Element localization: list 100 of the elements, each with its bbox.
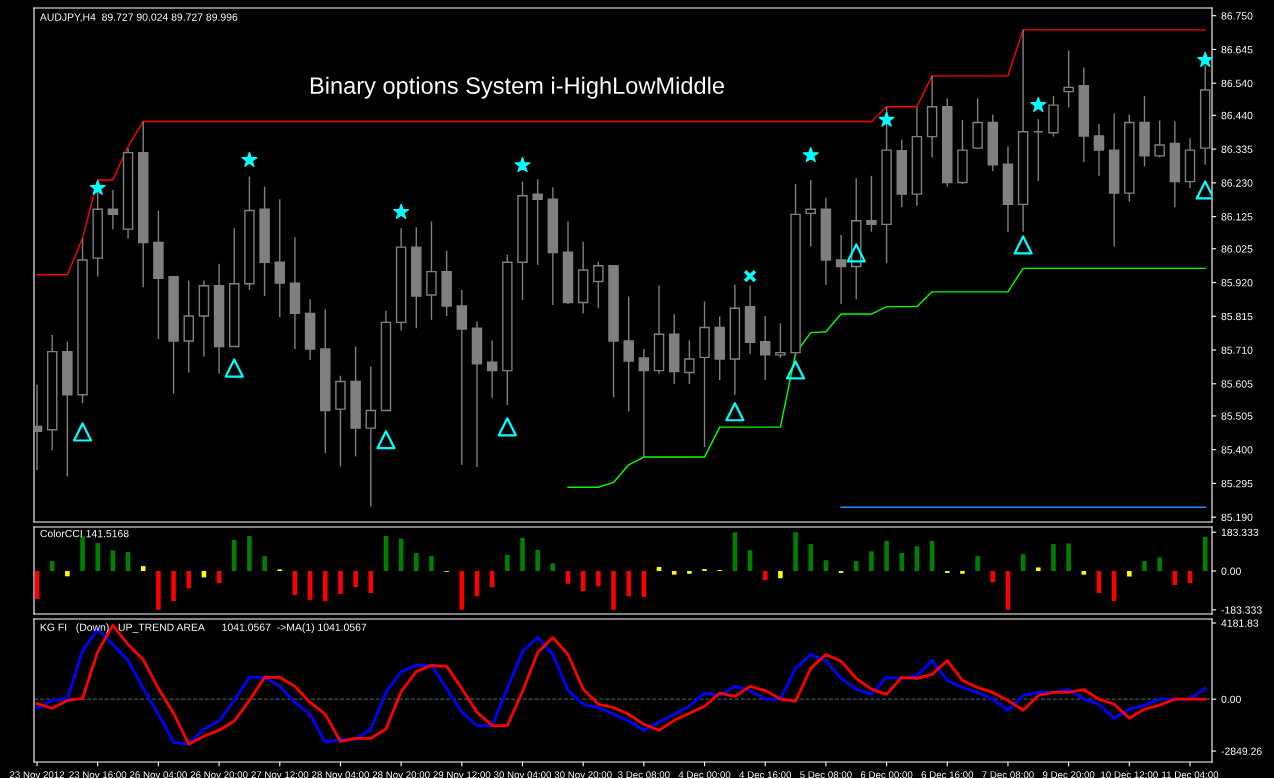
bar <box>1142 561 1147 572</box>
y-tick-label: 0.00 <box>1221 567 1241 575</box>
x-tick-label: 11 Dec 04:00 <box>1162 771 1219 778</box>
bar <box>960 571 965 574</box>
line-series <box>36 29 1206 276</box>
candlestick <box>1093 123 1105 177</box>
point <box>1197 51 1212 67</box>
bar <box>429 556 434 572</box>
bar <box>171 571 176 602</box>
y-tick-label: 85.920 <box>1221 279 1253 287</box>
point <box>514 156 531 173</box>
bar <box>1127 571 1132 577</box>
bar <box>535 549 540 572</box>
y-tick-label: 85.710 <box>1221 346 1253 354</box>
x-tick-label: 4 Dec 00:00 <box>678 771 731 778</box>
bar <box>414 553 419 572</box>
bar <box>1066 543 1071 572</box>
bar <box>808 544 814 572</box>
bar <box>1051 544 1056 572</box>
candlestick <box>835 234 847 305</box>
chart-subtitle: AUDJPY,H4 89.727 90.024 89.727 89.996 <box>39 13 238 23</box>
y-tick-label: 86.230 <box>1221 179 1253 187</box>
point <box>1013 235 1033 255</box>
x-tick-label: 27 Nov 12:00 <box>251 771 309 778</box>
point <box>878 111 895 127</box>
y-tick-label: 85.295 <box>1221 479 1253 488</box>
bar <box>186 571 192 589</box>
bar <box>869 551 874 572</box>
y-tick-label: 85.605 <box>1221 380 1253 388</box>
bar <box>338 571 343 594</box>
bar <box>1157 557 1162 572</box>
y-tick-label: 86.025 <box>1221 245 1253 253</box>
y-tick-label: 86.750 <box>1221 12 1253 20</box>
bar <box>231 540 237 572</box>
y-tick-label: 86.335 <box>1221 145 1253 153</box>
candlestick <box>805 179 816 248</box>
y-tick-label: 86.125 <box>1221 213 1253 221</box>
x-tick-label: 29 Nov 12:00 <box>433 771 491 778</box>
candlestick <box>486 339 498 399</box>
x-tick-label: 9 Dec 20:00 <box>1042 771 1095 778</box>
bar <box>323 571 328 602</box>
x-tick-label: 30 Nov 04:00 <box>493 771 552 778</box>
x-tick-label: 26 Nov 04:00 <box>129 771 187 778</box>
bar <box>596 571 601 587</box>
y-tick-label: 4181.83 <box>1221 619 1259 627</box>
y-tick-label: 0.00 <box>1221 695 1241 704</box>
candlestick <box>638 348 650 458</box>
point <box>72 422 93 442</box>
line-series <box>567 267 1206 488</box>
x-tick-label: 30 Nov 20:00 <box>554 771 612 778</box>
y-tick-label: 86.440 <box>1221 111 1253 120</box>
bar <box>671 571 677 575</box>
point <box>241 151 258 167</box>
y-tick-label: 85.400 <box>1221 446 1253 454</box>
candlestick <box>1154 119 1165 159</box>
bar <box>565 571 571 584</box>
bar <box>262 556 267 572</box>
y-tick-label: 85.190 <box>1221 513 1253 522</box>
bar <box>156 571 161 610</box>
candlestick <box>107 189 119 230</box>
candlestick <box>1033 118 1044 182</box>
x-tick-label: 5 Dec 08:00 <box>800 771 852 778</box>
chart-title: KG FI (Down) UP_TREND AREA 1041.0567 ->MA(1) 1041.0567 <box>40 623 367 633</box>
bar <box>1081 571 1087 575</box>
candlestick <box>775 322 786 359</box>
bar <box>687 571 692 574</box>
x-tick-label: 4 Dec 16:00 <box>739 771 792 778</box>
point <box>89 179 106 195</box>
bar <box>1036 567 1041 572</box>
candlestick <box>866 175 877 233</box>
bar <box>853 561 859 572</box>
y-tick-label: 86.540 <box>1221 79 1253 88</box>
y-tick-label: 85.815 <box>1221 312 1253 321</box>
bar <box>823 560 829 572</box>
y-tick-label: -2849.26 <box>1221 747 1262 755</box>
bar <box>626 571 631 597</box>
bar <box>884 540 889 572</box>
chart-title: ColorCCI 141.5168 <box>40 529 129 538</box>
x-tick-label: 28 Nov 20:00 <box>372 771 430 778</box>
bar <box>520 537 525 572</box>
point <box>393 203 410 219</box>
y-tick-label: -183.333 <box>1221 606 1262 614</box>
bar <box>762 571 768 581</box>
x-tick-label: 10 Dec 12:00 <box>1101 771 1158 778</box>
bar <box>550 563 556 572</box>
candlestick <box>684 339 695 385</box>
candlestick <box>759 315 771 381</box>
x-tick-label: 6 Dec 16:00 <box>921 771 974 778</box>
x-tick-label: 23 Nov 16:00 <box>69 771 127 778</box>
bar <box>140 566 146 572</box>
y-tick-label: 183.333 <box>1221 528 1259 537</box>
bar <box>65 571 70 577</box>
bar <box>975 556 980 572</box>
candlestick <box>593 260 604 309</box>
point <box>846 243 866 263</box>
bar <box>793 532 798 572</box>
candlestick <box>365 365 377 508</box>
bar <box>611 571 616 610</box>
candlestick <box>34 384 43 471</box>
point <box>376 430 396 450</box>
